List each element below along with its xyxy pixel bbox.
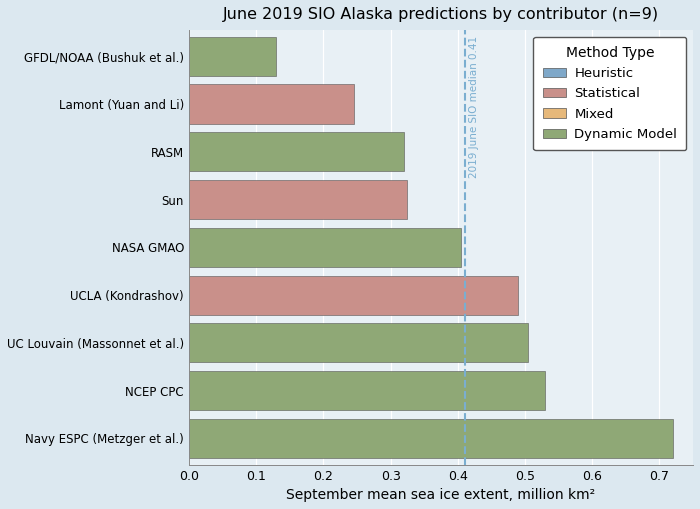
Text: 2019 June SIO median 0.41: 2019 June SIO median 0.41 — [468, 36, 479, 178]
Bar — [189, 323, 528, 362]
Bar — [189, 275, 518, 315]
Bar — [189, 37, 276, 76]
Bar — [189, 419, 673, 458]
Bar — [189, 371, 545, 410]
Title: June 2019 SIO Alaska predictions by contributor (n=9): June 2019 SIO Alaska predictions by cont… — [223, 7, 659, 22]
X-axis label: September mean sea ice extent, million km²: September mean sea ice extent, million k… — [286, 488, 596, 502]
Bar — [189, 180, 407, 219]
Legend: Heuristic, Statistical, Mixed, Dynamic Model: Heuristic, Statistical, Mixed, Dynamic M… — [533, 37, 687, 150]
Bar — [189, 228, 461, 267]
Bar — [189, 132, 404, 172]
Bar — [189, 84, 354, 124]
